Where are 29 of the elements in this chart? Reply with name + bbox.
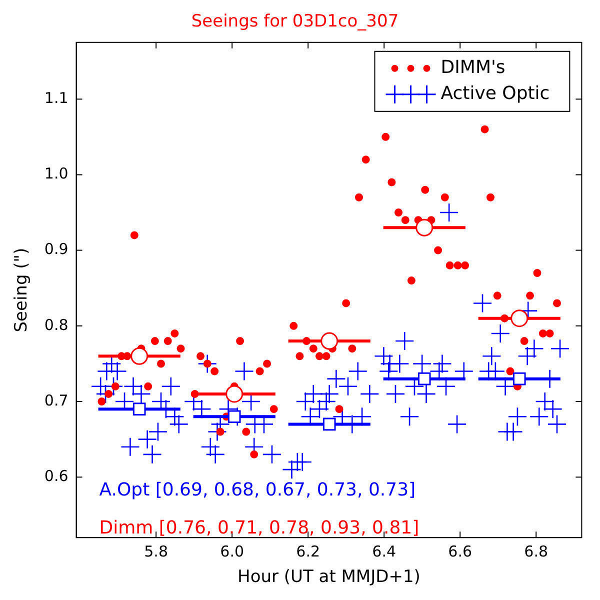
y-tick-label: 1.1 bbox=[44, 88, 68, 107]
x-tick-label: 5.8 bbox=[144, 542, 168, 560]
annotation: Dimm [0.76, 0.71, 0.78, 0.93, 0.81] bbox=[99, 518, 420, 539]
chart-title: Seeings for 03D1co_307 bbox=[191, 12, 399, 32]
point bbox=[510, 310, 528, 328]
y-tick-label: 0.9 bbox=[44, 240, 68, 258]
point bbox=[322, 418, 336, 431]
x-tick-label: 6.2 bbox=[296, 542, 320, 560]
point bbox=[416, 218, 434, 236]
x-axis-title: Hour (UT at MMJD+1) bbox=[238, 567, 420, 588]
point bbox=[320, 332, 338, 350]
y-tick-label: 0.8 bbox=[44, 316, 68, 334]
point bbox=[228, 410, 241, 424]
annotation: A.Opt [0.69, 0.68, 0.67, 0.73, 0.73] bbox=[99, 480, 416, 501]
y-tick-label: 0.6 bbox=[44, 467, 68, 486]
point bbox=[130, 347, 148, 365]
y-tick-label: 1.0 bbox=[44, 164, 68, 183]
point bbox=[132, 402, 146, 416]
legend-label: Active Optic bbox=[440, 83, 550, 104]
legend-label: DIMM's bbox=[440, 57, 506, 78]
y-axis-title: Seeing (") bbox=[12, 248, 32, 332]
x-tick-label: 6.4 bbox=[372, 542, 396, 560]
x-tick-label: 6.6 bbox=[448, 542, 472, 560]
point bbox=[226, 385, 244, 403]
point bbox=[418, 372, 431, 386]
x-tick-label: 6.8 bbox=[524, 542, 548, 560]
point bbox=[512, 372, 526, 386]
y-tick-label: 0.7 bbox=[44, 391, 68, 410]
x-tick-label: 6.0 bbox=[220, 542, 244, 560]
